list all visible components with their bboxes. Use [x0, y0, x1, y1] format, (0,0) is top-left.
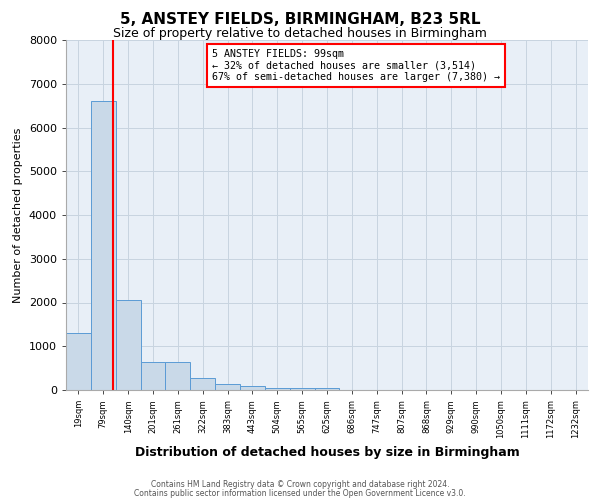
Bar — [140, 362, 166, 390]
Bar — [166, 362, 190, 390]
Bar — [66, 333, 91, 390]
X-axis label: Distribution of detached houses by size in Birmingham: Distribution of detached houses by size … — [134, 446, 520, 460]
Bar — [240, 386, 265, 390]
Bar — [190, 378, 215, 390]
Text: 5, ANSTEY FIELDS, BIRMINGHAM, B23 5RL: 5, ANSTEY FIELDS, BIRMINGHAM, B23 5RL — [120, 12, 480, 28]
Bar — [116, 300, 140, 390]
Bar — [215, 384, 240, 390]
Bar — [91, 101, 116, 390]
Bar — [314, 388, 340, 390]
Text: 5 ANSTEY FIELDS: 99sqm
← 32% of detached houses are smaller (3,514)
67% of semi-: 5 ANSTEY FIELDS: 99sqm ← 32% of detached… — [212, 49, 500, 82]
Text: Contains HM Land Registry data © Crown copyright and database right 2024.: Contains HM Land Registry data © Crown c… — [151, 480, 449, 489]
Text: Size of property relative to detached houses in Birmingham: Size of property relative to detached ho… — [113, 28, 487, 40]
Bar — [265, 388, 290, 390]
Bar — [290, 388, 314, 390]
Text: Contains public sector information licensed under the Open Government Licence v3: Contains public sector information licen… — [134, 488, 466, 498]
Y-axis label: Number of detached properties: Number of detached properties — [13, 128, 23, 302]
